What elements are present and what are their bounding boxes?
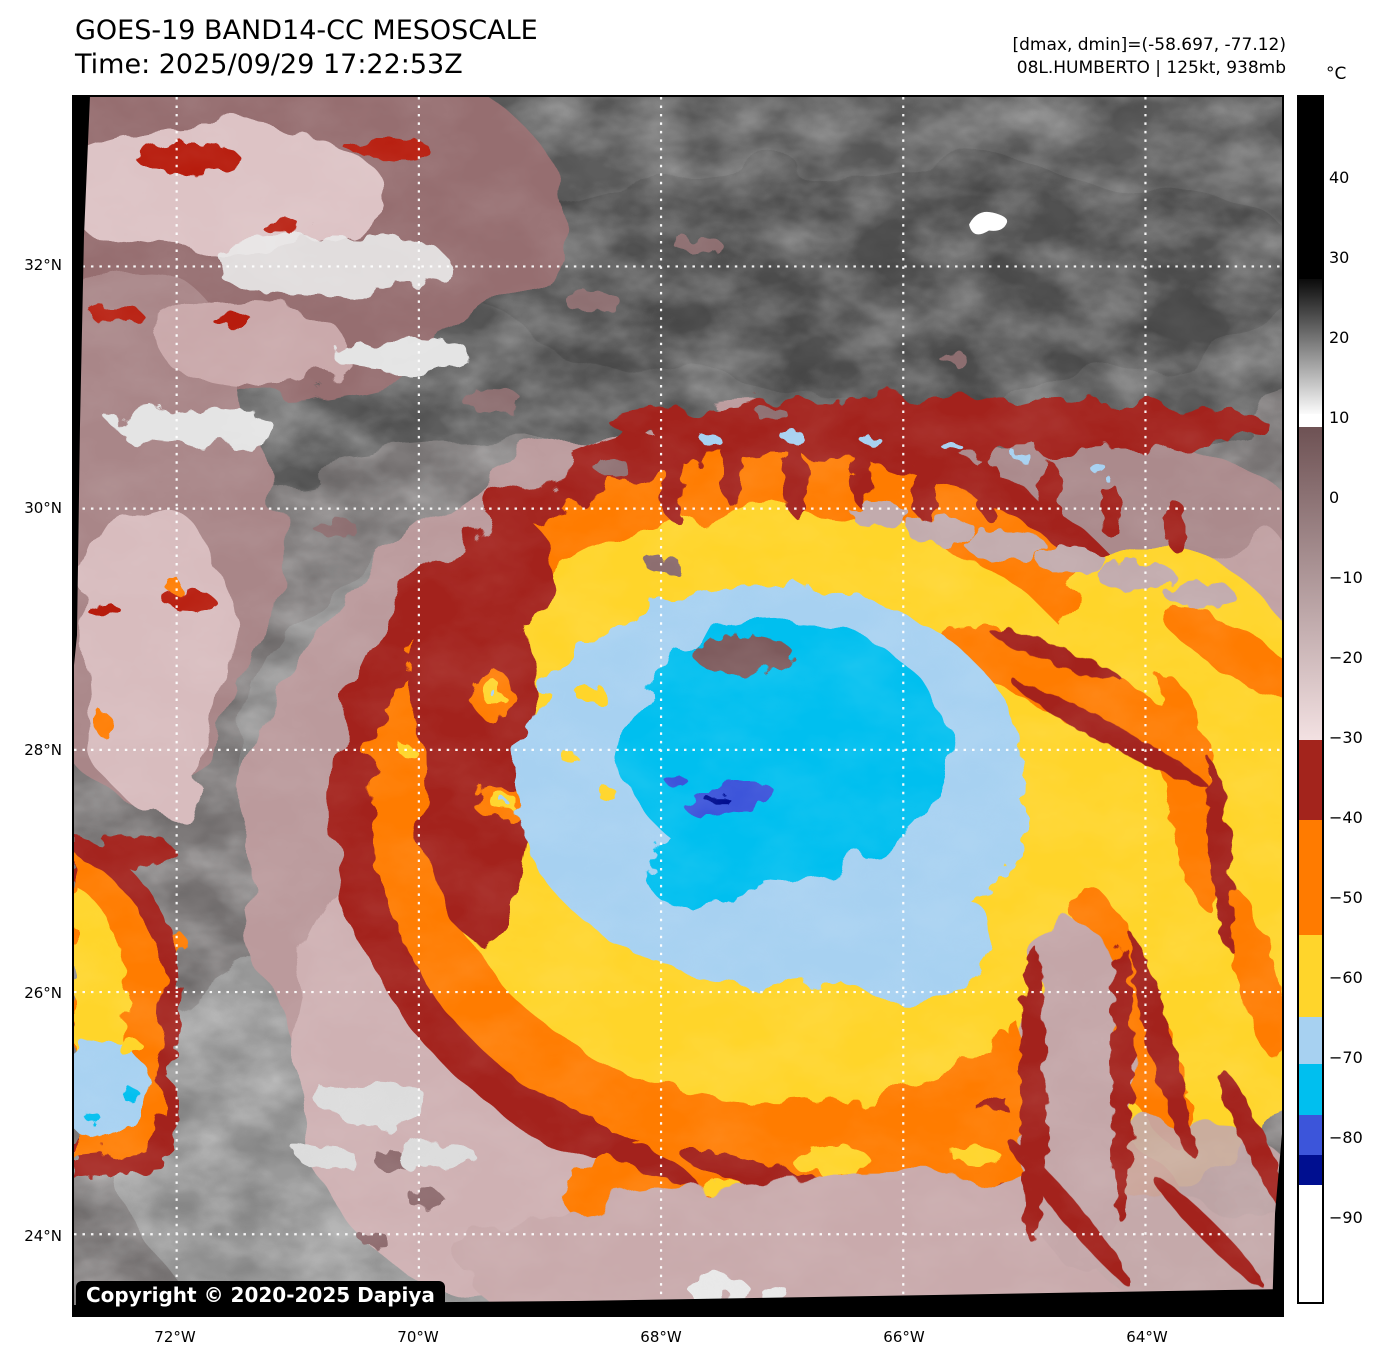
colorbar-tick-label: 10 [1329, 408, 1350, 427]
colorbar-segment [1299, 97, 1322, 279]
colorbar-segment [1299, 279, 1322, 414]
colorbar-tick-label: −60 [1329, 968, 1363, 987]
colorbar-segment [1299, 427, 1322, 740]
satellite-map: Copyright © 2020-2025 Dapiya [72, 95, 1284, 1317]
header-annotations: [dmax, dmin]=(-58.697, -77.12) 08L.HUMBE… [1013, 34, 1287, 80]
lat-label: 24°N [24, 1227, 62, 1245]
colorbar-tick-label: −80 [1329, 1128, 1363, 1147]
lat-label: 26°N [24, 984, 62, 1002]
colorbar-segment [1299, 1115, 1322, 1155]
colorbar [1297, 95, 1324, 1304]
colorbar-segment [1299, 1017, 1322, 1064]
colorbar-tick-label: −10 [1329, 568, 1363, 587]
lon-label: 66°W [883, 1328, 925, 1346]
colorbar-tick-label: 30 [1329, 248, 1350, 267]
lat-label: 30°N [24, 499, 62, 517]
copyright-badge: Copyright © 2020-2025 Dapiya [76, 1281, 445, 1311]
colorbar-unit-label: °C [1326, 64, 1347, 84]
lat-label: 32°N [24, 256, 62, 274]
lon-label: 70°W [397, 1328, 439, 1346]
page-title: GOES-19 BAND14-CC MESOSCALE [75, 15, 538, 46]
satellite-art [74, 97, 1282, 1315]
colorbar-tick-label: 0 [1329, 488, 1340, 507]
colorbar-tick-label: −90 [1329, 1208, 1363, 1227]
timestamp-label: Time: 2025/09/29 17:22:53Z [75, 49, 463, 80]
dmax-dmin-label: [dmax, dmin]=(-58.697, -77.12) [1012, 35, 1287, 55]
colorbar-tick-label: −40 [1329, 808, 1363, 827]
lon-label: 68°W [640, 1328, 682, 1346]
colorbar-tick-label: −30 [1329, 728, 1363, 747]
colorbar-tick-label: −50 [1329, 888, 1363, 907]
colorbar-tick-label: −70 [1329, 1048, 1363, 1067]
lon-label: 64°W [1126, 1328, 1168, 1346]
colorbar-segment [1299, 414, 1322, 427]
colorbar-tick-label: 40 [1329, 168, 1350, 187]
colorbar-tick-label: 20 [1329, 328, 1350, 347]
colorbar-segment [1299, 740, 1322, 820]
cloud-texture-final [74, 97, 1282, 1315]
colorbar-segment [1299, 1064, 1322, 1115]
storm-info-label: 08L.HUMBERTO | 125kt, 938mb [1016, 58, 1286, 78]
lat-label: 28°N [24, 741, 62, 759]
graticule-gridlines [74, 97, 1282, 1315]
colorbar-segment [1299, 935, 1322, 1017]
lon-label: 72°W [154, 1328, 196, 1346]
colorbar-segment [1299, 1155, 1322, 1185]
colorbar-segment [1299, 1185, 1322, 1302]
colorbar-segment [1299, 820, 1322, 935]
colorbar-tick-label: −20 [1329, 648, 1363, 667]
title-block: GOES-19 BAND14-CC MESOSCALE Time: 2025/0… [75, 14, 538, 82]
